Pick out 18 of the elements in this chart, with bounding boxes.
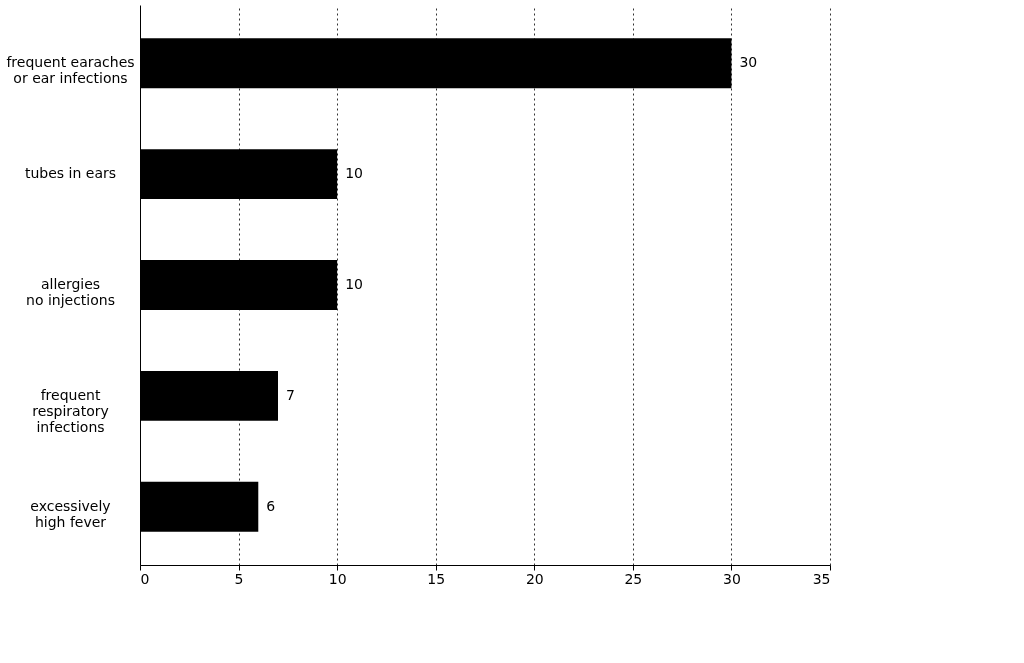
x-tick-label: 5 xyxy=(234,570,244,587)
x-tick-label: 0 xyxy=(140,570,150,587)
x-tick-label: 10 xyxy=(328,570,347,587)
y-tick-label: excessively high fever xyxy=(30,497,111,530)
data-label: 6 xyxy=(266,497,276,514)
x-tick-label: 30 xyxy=(723,570,741,587)
data-label: 10 xyxy=(345,276,363,292)
data-label: 10 xyxy=(345,165,363,182)
x-tick-label: 20 xyxy=(525,570,544,587)
y-tick-label: frequent earaches or ear infections xyxy=(6,54,135,87)
y-tick-label: allergies no injections xyxy=(26,276,115,308)
x-tick-label: 15 xyxy=(427,570,446,587)
data-label: 7 xyxy=(286,386,295,403)
y-tick-label: tubes in ears xyxy=(24,165,117,182)
y-tick-label: frequent respiratory infections xyxy=(32,386,109,435)
x-tick-label: 35 xyxy=(812,570,831,587)
x-tick-label: 25 xyxy=(624,570,643,587)
data-label: 30 xyxy=(739,54,758,71)
